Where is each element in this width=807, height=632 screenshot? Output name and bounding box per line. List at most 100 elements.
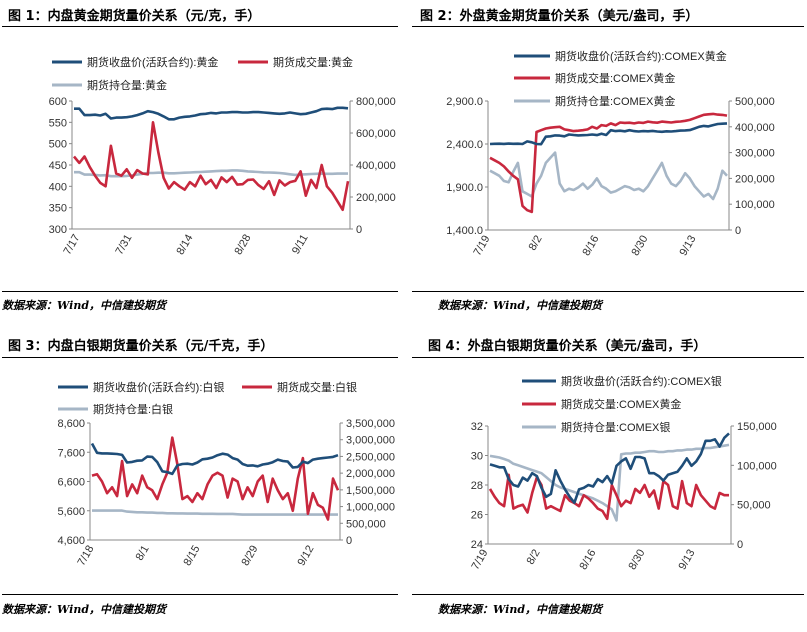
bottom-rule [2, 291, 398, 292]
left-tick-label: 5,600 [57, 506, 85, 518]
chart-svg: 8,600 7,600 6,600 5,600 4,600 3,500,000 3,000,… [57, 380, 395, 569]
left-tick-label: 300 [49, 224, 67, 236]
x-tick-label: 8/28 [232, 233, 253, 258]
left-tick-label: 26 [471, 510, 483, 522]
right-tick-label: 100,000 [737, 460, 777, 472]
x-tick-label: 8/14 [174, 233, 195, 258]
x-tick-label: 9/12 [295, 544, 316, 569]
chart-title: 图 4：外盘白银期货量价关系（美元/盎司，手） [428, 339, 707, 354]
chart-svg: 600 550 500 450 400 350 300 800,000 600,000 400,0… [49, 55, 396, 258]
left-tick-label: 8,600 [57, 418, 85, 430]
legend-label: 期货成交量:COMEX黄金 [555, 71, 675, 85]
x-tick-label: 7/19 [469, 548, 490, 573]
chart-title: 图 3：内盘白银期货量价关系（元/千克，手） [8, 339, 274, 354]
right-tick-label: 800,000 [356, 96, 396, 108]
x-tick-label: 7/18 [75, 544, 96, 569]
right-tick-label: 0 [356, 224, 362, 236]
left-tick-label: 32 [471, 421, 483, 433]
series-line-1 [489, 432, 730, 504]
left-tick-label: 24 [471, 539, 483, 551]
left-tick-label: 2,900.0 [446, 96, 483, 108]
left-tick-label: 4,600 [57, 535, 85, 547]
legend-label: 期货持仓量:白银 [93, 402, 173, 416]
series-line-1 [74, 106, 349, 121]
x-tick-label: 8/30 [626, 548, 647, 573]
legend-label: 期货持仓量:COMEX银 [561, 420, 670, 434]
legend-label: 期货收盘价(活跃合约):白银 [93, 380, 224, 394]
right-tick-label: 400,000 [356, 160, 396, 172]
right-tick-label: 200,000 [356, 192, 396, 204]
right-tick-label: 0 [735, 225, 741, 237]
chart-source: 数据来源：Wind，中信建投期货 [2, 299, 167, 312]
series-line-1 [489, 122, 728, 146]
right-tick-label: 1,000,000 [346, 502, 395, 514]
right-tick-label: 500,000 [735, 96, 775, 108]
x-tick-label: 8/2 [527, 234, 545, 253]
x-tick-label: 8/1 [134, 544, 152, 563]
left-tick-label: 350 [49, 203, 67, 215]
left-tick-label: 30 [471, 451, 483, 463]
right-tick-label: 600,000 [356, 128, 396, 140]
right-tick-label: 50,000 [737, 500, 771, 512]
legend-label: 期货持仓量:COMEX黄金 [555, 94, 675, 108]
right-tick-label: 3,500,000 [346, 418, 395, 430]
left-tick-label: 2,400.0 [446, 139, 483, 151]
right-tick-label: 300,000 [735, 148, 775, 160]
chart-panel-1: 图 1：内盘黄金期货量价关系（元/克，手） 600 550 500 450 400 350… [0, 0, 404, 316]
left-tick-label: 450 [49, 160, 67, 172]
x-tick-label: 8/30 [629, 234, 650, 259]
legend-label: 期货成交量:黄金 [273, 55, 353, 69]
chart-source: 数据来源：Wind，中信建投期货 [438, 299, 603, 312]
left-tick-label: 1,400.0 [446, 225, 483, 237]
right-tick-label: 200,000 [735, 173, 775, 185]
right-tick-label: 400,000 [735, 122, 775, 134]
right-tick-label: 150,000 [737, 421, 777, 433]
series-line-2 [91, 436, 340, 521]
series-line-2 [489, 112, 728, 214]
right-tick-label: 100,000 [735, 199, 775, 211]
series-line-2 [488, 473, 729, 521]
legend-label: 期货收盘价(活跃合约):COMEX银 [561, 374, 722, 388]
left-tick-label: 500 [49, 139, 67, 151]
left-tick-label: 400 [49, 181, 67, 193]
legend-label: 期货成交量:白银 [277, 380, 357, 394]
right-tick-label: 0 [346, 535, 352, 547]
x-tick-label: 8/16 [577, 548, 598, 573]
right-tick-label: 0 [737, 539, 743, 551]
legend-label: 期货持仓量:黄金 [87, 78, 167, 92]
x-tick-label: 9/13 [677, 234, 698, 259]
title-rule [2, 26, 398, 27]
chart-source: 数据来源：Wind，中信建投期货 [438, 603, 603, 616]
right-tick-label: 2,500,000 [346, 451, 395, 463]
left-tick-label: 600 [49, 96, 67, 108]
right-tick-label: 1,500,000 [346, 485, 395, 497]
x-tick-label: 8/29 [239, 544, 260, 569]
x-tick-label: 8/15 [181, 544, 202, 569]
x-tick-label: 9/11 [290, 233, 311, 257]
x-tick-label: 7/31 [113, 233, 134, 258]
x-tick-label: 9/13 [676, 548, 697, 573]
chart-svg: 2,900.0 2,400.0 1,900.0 1,400.0 500,000 400,0… [446, 49, 775, 259]
right-tick-label: 2,000,000 [346, 468, 395, 480]
x-tick-label: 8/2 [525, 548, 543, 567]
title-rule [412, 357, 804, 358]
chart-panel-2: 图 2：外盘黄金期货量价关系（美元/盎司，手） 2,900.0 2,400.0 1,… [404, 0, 807, 316]
bottom-rule [412, 594, 804, 595]
left-tick-label: 7,600 [57, 447, 85, 459]
chart-panel-3: 图 3：内盘白银期货量价关系（元/千克，手） 8,600 7,600 6,600 5,… [0, 326, 404, 632]
left-tick-label: 550 [49, 117, 67, 129]
chart-svg: 32 30 28 26 24 150,000 100,000 50,000 0 7/19 8/2 8/… [469, 374, 777, 573]
left-tick-label: 6,600 [57, 477, 85, 489]
series-line-2 [72, 121, 350, 212]
chart-title: 图 2：外盘黄金期货量价关系（美元/盎司，手） [420, 9, 699, 24]
left-tick-label: 28 [471, 480, 483, 492]
right-tick-label: 3,000,000 [346, 435, 395, 447]
chart-source: 数据来源：Wind，中信建投期货 [2, 603, 167, 616]
legend-label: 期货收盘价(活跃合约):黄金 [87, 55, 218, 69]
title-rule [2, 357, 398, 358]
left-tick-label: 1,900.0 [446, 182, 483, 194]
legend-label: 期货成交量:COMEX黄金 [561, 397, 681, 411]
series-line-3 [92, 509, 338, 516]
bottom-rule [2, 594, 398, 595]
series-line-3 [489, 151, 728, 201]
